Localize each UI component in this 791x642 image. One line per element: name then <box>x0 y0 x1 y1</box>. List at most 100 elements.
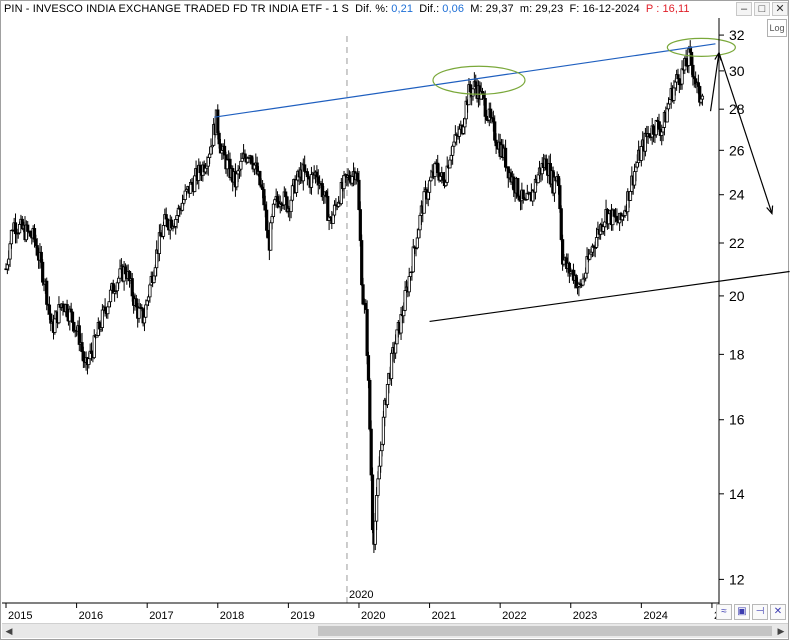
candle-body <box>87 358 91 366</box>
highlight-ellipse <box>432 65 526 95</box>
pin-icon[interactable]: ⊣ <box>752 604 768 620</box>
maximize-button[interactable]: □ <box>754 2 770 16</box>
candle-body <box>376 478 380 496</box>
candle-body <box>381 416 386 445</box>
zoom-icon[interactable]: ≈ <box>716 604 732 620</box>
scroll-left-icon[interactable]: ◀ <box>5 626 13 636</box>
candle-body <box>521 189 525 200</box>
min-label: m: <box>519 3 533 15</box>
candle-body <box>209 146 213 155</box>
candle-body <box>34 238 38 246</box>
candle-body <box>536 174 540 184</box>
candle-body <box>408 272 413 277</box>
x-tick-label: 2020 <box>361 610 385 622</box>
candle-body <box>41 261 45 283</box>
candle-body <box>365 309 369 356</box>
candle-body <box>161 224 166 237</box>
candle-body <box>70 311 75 323</box>
y-tick-label: 16 <box>729 412 745 428</box>
candle-body <box>364 303 368 310</box>
y-tick-label: 14 <box>729 486 745 502</box>
candle-body <box>28 230 33 237</box>
candle-body <box>350 176 354 184</box>
candle-body <box>457 128 462 137</box>
candle-body <box>612 209 616 217</box>
candle-body <box>206 157 210 167</box>
candle-body <box>666 103 671 110</box>
candle-body <box>165 218 170 228</box>
candle-body <box>357 179 361 210</box>
candle-body <box>660 131 664 136</box>
candle-body <box>461 126 466 134</box>
close-panel-icon[interactable]: ✕ <box>770 604 786 620</box>
candle-body <box>152 275 156 283</box>
candle-body <box>483 97 487 117</box>
candle-body <box>422 191 426 214</box>
x-tick-label: 2022 <box>502 610 526 622</box>
candle-body <box>445 165 449 183</box>
candle-body <box>358 209 362 241</box>
x-tick-label: 2019 <box>290 610 314 622</box>
save-icon[interactable]: ▣ <box>734 604 750 620</box>
candle-body <box>680 68 684 85</box>
candle-body <box>366 355 371 381</box>
candle-body <box>203 167 208 173</box>
candle-body <box>148 284 152 298</box>
y-tick-label: 24 <box>729 187 745 203</box>
candle-body <box>262 189 266 206</box>
candle-body <box>429 176 433 182</box>
candle-body <box>651 125 656 135</box>
candle-body <box>380 443 384 452</box>
y-tick-label: 32 <box>729 27 745 43</box>
candle-body <box>225 159 229 170</box>
candle-body <box>373 520 377 545</box>
scroll-right-icon[interactable]: ▶ <box>777 626 785 636</box>
candle-body <box>284 191 288 198</box>
candle-body <box>433 162 437 177</box>
candle-body <box>217 132 221 145</box>
candle-body <box>559 208 563 240</box>
candle-body <box>411 246 415 273</box>
close-button[interactable]: ✕ <box>772 2 788 16</box>
x-tick-label: 2017 <box>149 610 173 622</box>
candle-body <box>80 342 84 353</box>
candle-body <box>635 162 639 168</box>
candle-body <box>489 108 493 118</box>
candle-body <box>574 275 578 288</box>
candle-body <box>250 155 254 164</box>
log-scale-button[interactable]: Log <box>767 19 787 37</box>
candle-body <box>673 81 677 89</box>
candle-body <box>263 204 267 211</box>
candle-body <box>8 243 12 260</box>
scroll-thumb[interactable] <box>318 626 772 636</box>
symbol-name: PIN - INVESCO INDIA EXCHANGE TRADED FD T… <box>4 3 330 15</box>
projection-arrow <box>709 52 720 112</box>
candle-body <box>657 121 661 130</box>
candle-body <box>688 48 692 53</box>
candle-body <box>696 82 700 87</box>
candle-body <box>252 164 257 170</box>
candle-body <box>243 153 247 159</box>
candle-body <box>69 308 73 313</box>
candle-body <box>324 191 328 197</box>
candle-body <box>32 228 37 240</box>
candle-body <box>676 74 680 80</box>
candle-body <box>444 181 448 187</box>
candle-body <box>558 185 562 210</box>
minimize-button[interactable]: – <box>736 2 752 16</box>
date-label: F: <box>569 3 580 15</box>
candle-body <box>668 99 672 105</box>
candle-body <box>426 191 430 200</box>
chart-header: PIN - INVESCO INDIA EXCHANGE TRADED FD T… <box>4 3 693 15</box>
candle-body <box>370 474 375 531</box>
candle-body <box>7 258 11 266</box>
candle-body <box>305 171 309 178</box>
candle-body <box>117 277 121 284</box>
candle-body <box>193 175 197 192</box>
y-tick-label: 12 <box>729 571 745 587</box>
candle-body <box>452 141 456 147</box>
candle-body <box>92 335 96 358</box>
horizontal-scrollbar[interactable]: ◀ ▶ <box>2 623 788 638</box>
candle-body <box>449 154 453 161</box>
candle-body <box>81 351 85 362</box>
